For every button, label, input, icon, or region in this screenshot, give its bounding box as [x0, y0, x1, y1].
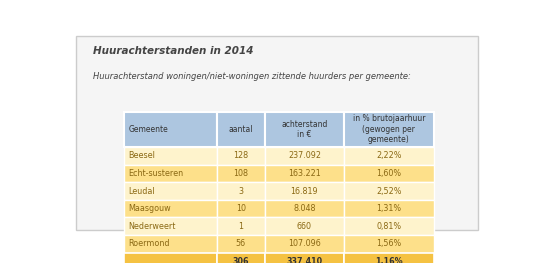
Text: Huurachterstanden in 2014: Huurachterstanden in 2014: [93, 46, 253, 56]
Text: 1,60%: 1,60%: [376, 169, 401, 178]
Bar: [217, 112, 265, 147]
Bar: [124, 235, 217, 253]
Bar: [265, 147, 344, 165]
Bar: [265, 165, 344, 182]
Text: 2,52%: 2,52%: [376, 186, 402, 195]
Text: achterstand
in €: achterstand in €: [281, 120, 328, 139]
Text: in % brutojaarhuur
(gewogen per
gemeente): in % brutojaarhuur (gewogen per gemeente…: [353, 114, 425, 144]
Text: 337.410: 337.410: [286, 257, 322, 263]
Text: 128: 128: [233, 151, 248, 160]
Text: 107.096: 107.096: [288, 239, 321, 248]
Text: Gemeente: Gemeente: [129, 125, 169, 134]
Text: Nederweert: Nederweert: [128, 222, 176, 231]
Text: 3: 3: [238, 186, 244, 195]
Bar: [217, 200, 265, 218]
Bar: [124, 218, 217, 235]
Text: Leudal: Leudal: [128, 186, 155, 195]
Text: 163.221: 163.221: [288, 169, 321, 178]
Bar: [217, 235, 265, 253]
Text: 1,31%: 1,31%: [376, 204, 401, 213]
Bar: [344, 112, 434, 147]
Text: 16.819: 16.819: [291, 186, 318, 195]
Bar: [217, 218, 265, 235]
Bar: [265, 112, 344, 147]
Bar: [265, 253, 344, 263]
Text: 660: 660: [297, 222, 312, 231]
Bar: [344, 147, 434, 165]
Text: 1: 1: [238, 222, 244, 231]
Text: 0,81%: 0,81%: [376, 222, 401, 231]
Text: Echt-susteren: Echt-susteren: [128, 169, 183, 178]
Bar: [265, 235, 344, 253]
Text: 108: 108: [233, 169, 248, 178]
Bar: [344, 182, 434, 200]
Bar: [124, 200, 217, 218]
Bar: [344, 235, 434, 253]
Bar: [124, 112, 217, 147]
Text: aantal: aantal: [228, 125, 253, 134]
Text: 306: 306: [233, 257, 249, 263]
Bar: [217, 253, 265, 263]
Text: Huurachterstand woningen/niet-woningen zittende huurders per gemeente:: Huurachterstand woningen/niet-woningen z…: [93, 72, 410, 81]
Bar: [344, 253, 434, 263]
Bar: [265, 182, 344, 200]
Bar: [217, 165, 265, 182]
Bar: [124, 182, 217, 200]
Bar: [265, 200, 344, 218]
Bar: [344, 200, 434, 218]
Bar: [124, 165, 217, 182]
Bar: [124, 147, 217, 165]
Text: Beesel: Beesel: [128, 151, 155, 160]
Text: 10: 10: [236, 204, 246, 213]
Text: 2,22%: 2,22%: [376, 151, 402, 160]
Text: 8.048: 8.048: [293, 204, 316, 213]
Text: Maasgouw: Maasgouw: [128, 204, 171, 213]
Bar: [344, 218, 434, 235]
Bar: [344, 165, 434, 182]
Text: 1,16%: 1,16%: [375, 257, 403, 263]
Bar: [265, 218, 344, 235]
Bar: [217, 182, 265, 200]
Bar: [124, 253, 217, 263]
Text: Roermond: Roermond: [128, 239, 170, 248]
Text: 1,56%: 1,56%: [376, 239, 401, 248]
Text: 56: 56: [236, 239, 246, 248]
FancyBboxPatch shape: [76, 36, 478, 230]
Bar: [217, 147, 265, 165]
Text: 237.092: 237.092: [288, 151, 321, 160]
